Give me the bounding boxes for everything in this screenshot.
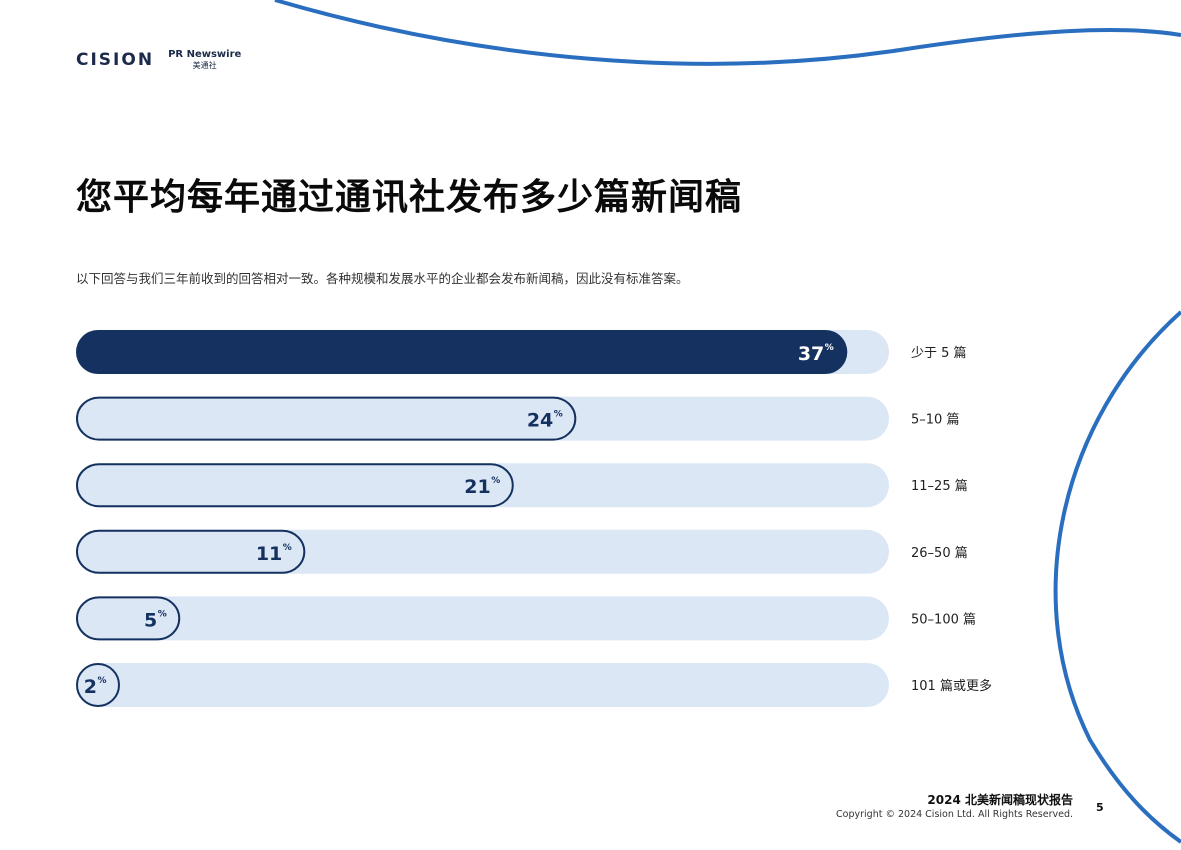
bar	[76, 596, 181, 641]
bar-value-label: 5	[144, 609, 157, 631]
cision-logo: CISION	[76, 50, 155, 70]
category-label: 11–25 篇	[911, 479, 968, 494]
bar	[76, 330, 848, 374]
copyright-notice: Copyright © 2024 Cision Ltd. All Rights …	[836, 809, 1073, 820]
bar-value-label: 11	[256, 543, 282, 565]
page-title: 您平均每年通过通讯社发布多少篇新闻稿	[76, 177, 743, 218]
bar-value-unit: %	[491, 476, 500, 486]
category-label: 26–50 篇	[911, 546, 968, 561]
category-label: 101 篇或更多	[911, 678, 992, 694]
bar-value-unit: %	[158, 609, 167, 619]
bar-value-unit: %	[283, 543, 292, 553]
prnewswire-logo-text: PR Newswire	[168, 49, 242, 60]
top-accent-curve	[274, 0, 1181, 66]
category-label: 50–100 篇	[911, 612, 976, 627]
bar-value-label: 2	[84, 676, 97, 698]
right-accent-curve	[1053, 310, 1181, 844]
bar-value-unit: %	[825, 343, 834, 353]
bar-value-unit: %	[554, 410, 563, 420]
bar-value-label: 21	[464, 476, 490, 498]
category-label: 5–10 篇	[911, 413, 959, 428]
bar-track	[76, 663, 889, 707]
bar	[76, 396, 577, 441]
bar	[76, 663, 120, 707]
bar	[76, 463, 514, 508]
category-label: 少于 5 篇	[911, 346, 967, 361]
bar-track	[76, 596, 889, 641]
bar-value-label: 37	[798, 343, 824, 365]
report-title: 2024 北美新闻稿现状报告	[927, 793, 1073, 807]
brand-logo: CISION PR Newswire 美通社	[76, 50, 241, 71]
bar	[76, 529, 306, 574]
bar-value-label: 24	[527, 410, 553, 432]
prnewswire-logo-cn: 美通社	[192, 61, 217, 70]
prnewswire-logo: PR Newswire 美通社	[168, 50, 241, 70]
page-number: 5	[1096, 801, 1104, 814]
page-subtitle: 以下回答与我们三年前收到的回答相对一致。各种规模和发展水平的企业都会发布新闻稿，…	[76, 271, 689, 286]
bar-value-unit: %	[97, 676, 106, 686]
